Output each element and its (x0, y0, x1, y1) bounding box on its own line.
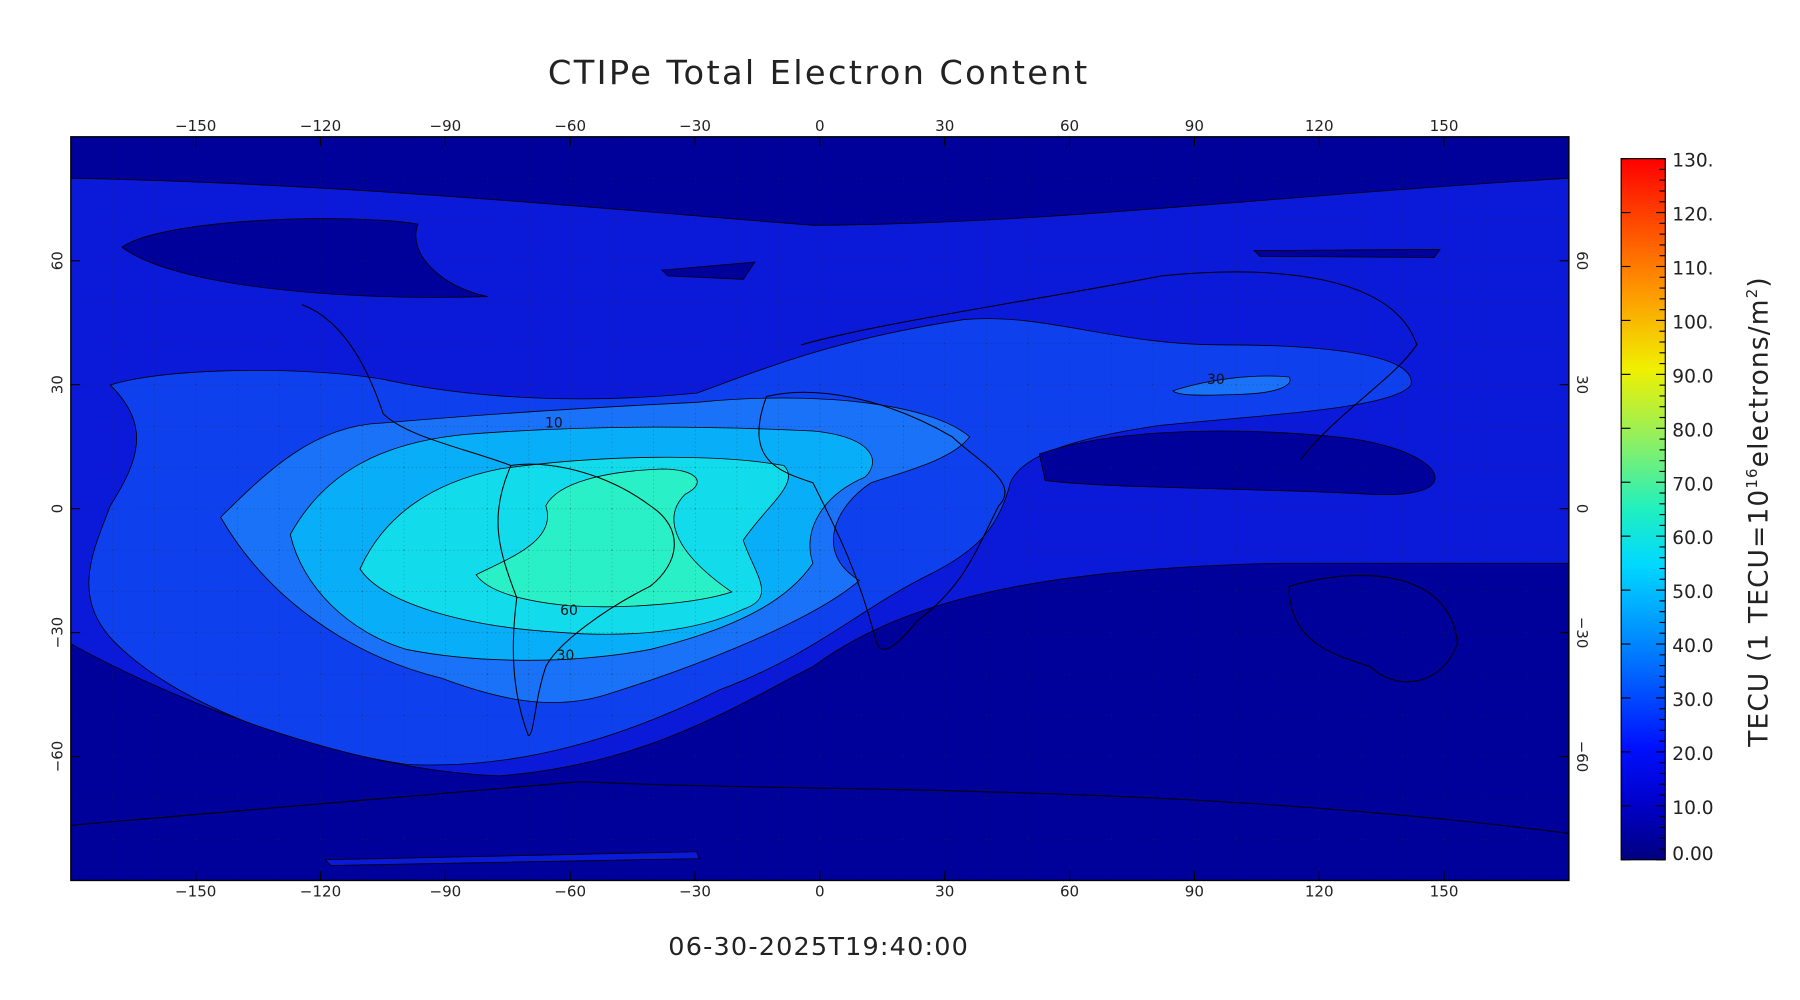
colorbar-label: 70.0 (1672, 474, 1713, 495)
contour-label: 60 (560, 603, 578, 619)
lon-label-bottom: 90 (1185, 883, 1204, 901)
colorbar-label: 10.0 (1672, 798, 1713, 819)
lon-label-top: −120 (300, 117, 341, 135)
colorbar (1620, 158, 1666, 861)
lon-label-top: −30 (679, 117, 711, 135)
lat-label-left: 60 (49, 251, 67, 270)
graticule (70, 136, 1569, 881)
lon-label-bottom: −120 (300, 883, 341, 901)
lon-label-bottom: 0 (815, 883, 825, 901)
colorbar-label: 60.0 (1672, 528, 1713, 549)
lon-label-top: 60 (1060, 117, 1079, 135)
colorbar-label: 130. (1672, 151, 1713, 172)
lat-label-left: 0 (49, 504, 67, 513)
lon-label-top: 90 (1185, 117, 1204, 135)
lon-label-bottom: −90 (429, 883, 461, 901)
colorbar-label: 90.0 (1672, 366, 1713, 387)
lat-label-right: 0 (1573, 504, 1591, 513)
timestamp: 06-30-2025T19:40:00 (668, 931, 969, 961)
colorbar-label: 30.0 (1672, 690, 1713, 711)
lat-label-left: −60 (49, 741, 67, 772)
lon-label-top: −150 (175, 117, 216, 135)
lon-label-bottom: −60 (554, 883, 586, 901)
contour-label: 30 (557, 648, 575, 664)
colorbar-title-part: TECU (1 TECU=10 (1743, 489, 1774, 748)
lat-label-left: 30 (49, 375, 67, 394)
lat-label-right: −60 (1573, 741, 1591, 772)
lon-label-top: 120 (1305, 117, 1334, 135)
colorbar-label: 0.00 (1672, 844, 1713, 865)
lon-label-top: −90 (429, 117, 461, 135)
colorbar-label: 40.0 (1672, 636, 1713, 657)
lon-label-bottom: 30 (935, 883, 954, 901)
colorbar-title-part: ) (1743, 276, 1774, 287)
lon-label-bottom: −30 (679, 883, 711, 901)
colorbar-title: TECU (1 TECU=1016electrons/m2) (1743, 276, 1775, 748)
colorbar-title-superscript: 16 (1743, 467, 1761, 488)
contour-map (70, 136, 1569, 881)
colorbar-label: 80.0 (1672, 420, 1713, 441)
lon-label-top: 0 (815, 117, 825, 135)
colorbar-label: 20.0 (1672, 744, 1713, 765)
lat-label-right: 60 (1573, 251, 1591, 270)
colorbar-label: 50.0 (1672, 582, 1713, 603)
title: CTIPe Total Electron Content (548, 53, 1090, 92)
lon-label-top: −60 (554, 117, 586, 135)
lon-label-bottom: 150 (1430, 883, 1459, 901)
lat-label-right: −30 (1573, 617, 1591, 648)
lon-label-top: 30 (935, 117, 954, 135)
colorbar-label: 120. (1672, 205, 1713, 226)
colorbar-label: 110. (1672, 259, 1713, 280)
contour-label: 30 (1207, 372, 1225, 388)
contour-label: 10 (545, 416, 563, 432)
lon-label-bottom: 60 (1060, 883, 1079, 901)
lon-label-bottom: 120 (1305, 883, 1334, 901)
lon-label-top: 150 (1430, 117, 1459, 135)
lat-label-right: 30 (1573, 375, 1591, 394)
lon-label-bottom: −150 (175, 883, 216, 901)
lat-label-left: −30 (49, 617, 67, 648)
colorbar-label: 100. (1672, 313, 1713, 334)
colorbar-title-part: electrons/m (1743, 298, 1774, 467)
colorbar-title-superscript: 2 (1743, 288, 1761, 299)
